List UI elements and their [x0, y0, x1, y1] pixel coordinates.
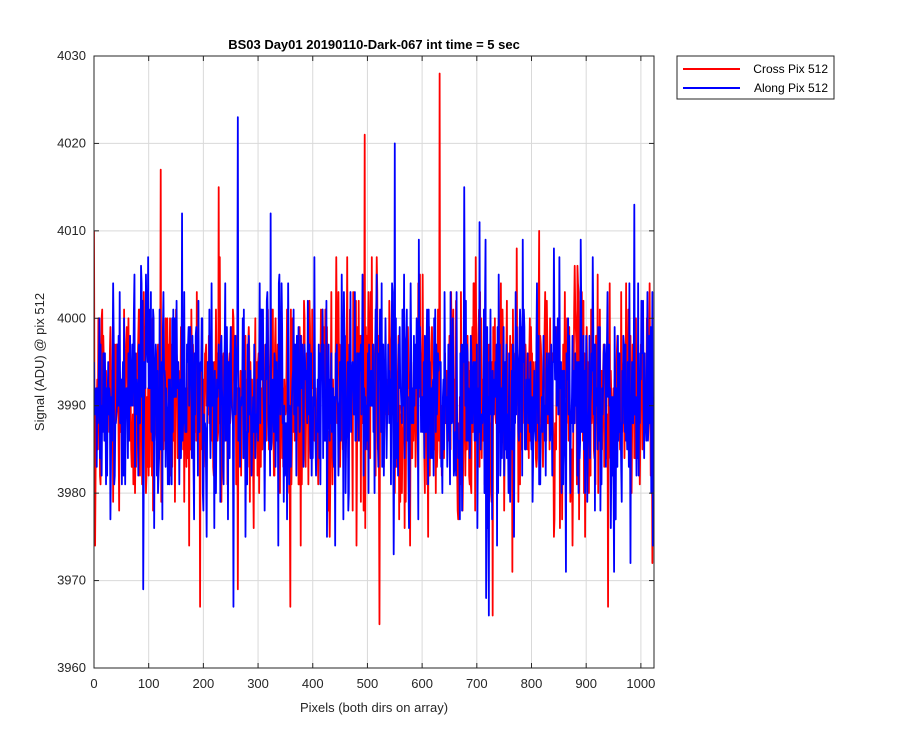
chart-title: BS03 Day01 20190110-Dark-067 int time = … — [228, 37, 520, 52]
x-tick-label: 1000 — [626, 676, 655, 691]
legend-label-along: Along Pix 512 — [754, 81, 828, 95]
x-tick-label: 700 — [466, 676, 488, 691]
x-tick-label: 300 — [247, 676, 269, 691]
x-tick-label: 200 — [193, 676, 215, 691]
y-tick-label: 4010 — [57, 223, 86, 238]
ticks: 0 100 200 300 400 500 600 700 800 900 1000 3960 3970… — [57, 48, 655, 691]
legend-label-cross: Cross Pix 512 — [753, 62, 828, 76]
y-axis-label: Signal (ADU) @ pix 512 — [32, 293, 47, 431]
x-tick-label: 500 — [357, 676, 379, 691]
x-tick-label: 900 — [575, 676, 597, 691]
series-lines — [94, 72, 654, 626]
y-tick-label: 3990 — [57, 398, 86, 413]
x-tick-label: 100 — [138, 676, 160, 691]
x-tick-label: 400 — [302, 676, 324, 691]
y-tick-label: 4030 — [57, 48, 86, 63]
y-tick-label: 3980 — [57, 485, 86, 500]
y-tick-label: 4000 — [57, 310, 86, 325]
x-tick-label: 600 — [411, 676, 433, 691]
x-axis-label: Pixels (both dirs on array) — [300, 700, 448, 715]
y-tick-label: 3960 — [57, 660, 86, 675]
y-tick-label: 3970 — [57, 573, 86, 588]
legend-box — [676, 55, 835, 100]
x-tick-label: 0 — [90, 676, 97, 691]
axes-frame — [93, 55, 655, 669]
x-tick-label: 800 — [521, 676, 543, 691]
legend: Cross Pix 512 Along Pix 512 — [676, 55, 835, 100]
series-line-along-pix-512 — [94, 116, 654, 617]
y-tick-label: 4020 — [57, 135, 86, 150]
